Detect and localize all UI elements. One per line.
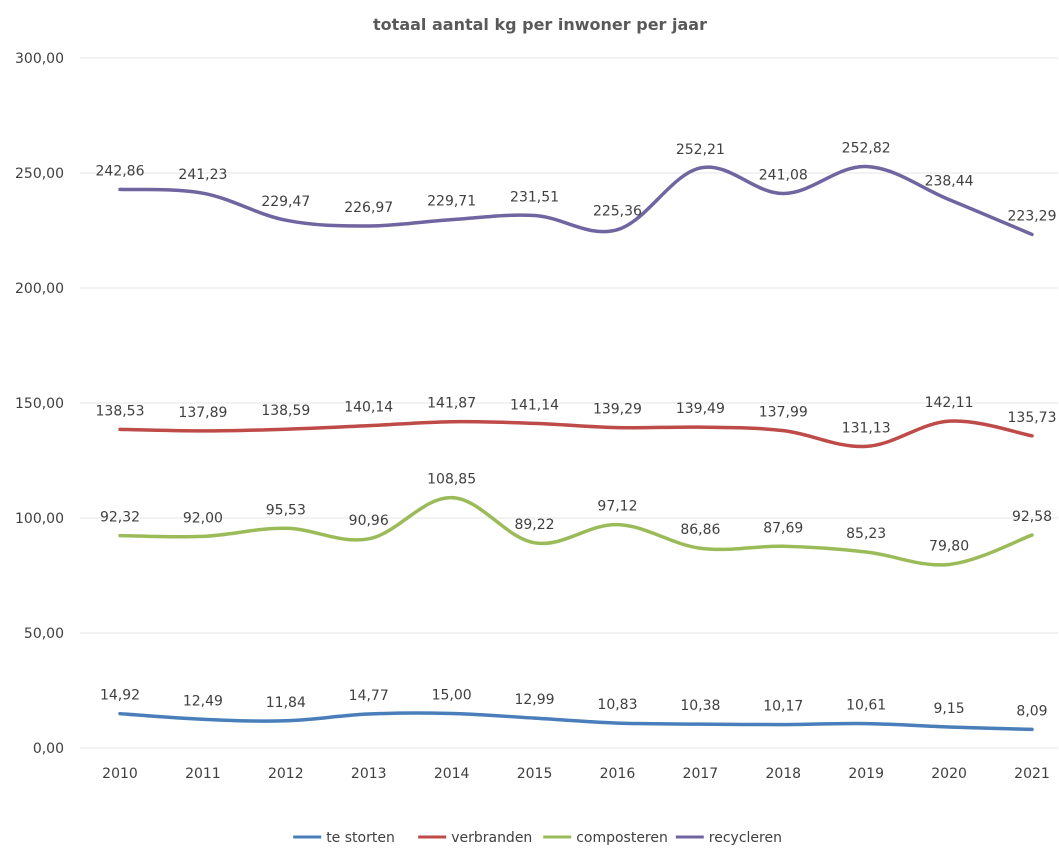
y-tick-label: 150,00 xyxy=(15,396,64,412)
data-label: 92,58 xyxy=(1012,509,1052,525)
y-tick-label: 250,00 xyxy=(15,166,64,182)
data-label: 229,47 xyxy=(261,194,310,210)
data-label: 14,92 xyxy=(100,688,140,704)
data-labels: 14,92 12,49 11,84 14,77 15,00 12,99 10,83 10,38… xyxy=(96,141,1057,720)
y-tick-label: 300,00 xyxy=(15,51,64,67)
data-label: 85,23 xyxy=(846,526,886,542)
data-label: 92,00 xyxy=(183,510,223,526)
data-label: 89,22 xyxy=(514,517,554,533)
data-label: 12,99 xyxy=(514,692,554,708)
x-tick-label: 2013 xyxy=(351,766,387,782)
y-tick-label: 100,00 xyxy=(15,511,64,527)
data-label: 92,32 xyxy=(100,510,140,526)
data-label: 139,49 xyxy=(676,401,725,417)
x-axis-ticks: 2010 2011 2012 2013 2014 2015 2016 2017 2018 2019… xyxy=(102,766,1050,782)
series-lines xyxy=(118,164,1034,732)
data-label: 14,77 xyxy=(349,688,389,704)
data-label: 10,17 xyxy=(763,699,803,715)
data-label: 138,53 xyxy=(96,403,145,419)
data-label: 10,83 xyxy=(597,697,637,713)
legend-item: recycleren xyxy=(675,830,782,846)
data-label: 12,49 xyxy=(183,693,223,709)
data-label: 142,11 xyxy=(925,395,974,411)
data-label: 97,12 xyxy=(597,499,637,515)
data-label: 242,86 xyxy=(96,163,145,179)
series-line-composteren xyxy=(118,495,1034,567)
data-label: 138,59 xyxy=(261,403,310,419)
gridlines xyxy=(80,57,1058,749)
data-label: 10,61 xyxy=(846,698,886,714)
data-label: 229,71 xyxy=(427,194,476,210)
data-label: 11,84 xyxy=(266,695,306,711)
data-label: 108,85 xyxy=(427,472,476,488)
x-tick-label: 2020 xyxy=(931,766,967,782)
data-label: 131,13 xyxy=(842,420,891,436)
x-tick-label: 2010 xyxy=(102,766,138,782)
data-label: 90,96 xyxy=(349,513,389,529)
data-label: 8,09 xyxy=(1016,703,1047,719)
data-label: 225,36 xyxy=(593,204,642,220)
x-tick-label: 2018 xyxy=(765,766,801,782)
legend-item: te storten xyxy=(293,830,395,846)
data-label: 140,14 xyxy=(344,400,393,416)
x-tick-label: 2015 xyxy=(517,766,553,782)
data-label: 223,29 xyxy=(1008,208,1057,224)
data-label: 95,53 xyxy=(266,502,306,518)
data-label: 86,86 xyxy=(680,522,720,538)
x-tick-label: 2016 xyxy=(600,766,636,782)
y-tick-label: 200,00 xyxy=(15,281,64,297)
x-tick-label: 2017 xyxy=(683,766,719,782)
data-label: 231,51 xyxy=(510,190,559,206)
data-label: 252,82 xyxy=(842,141,891,157)
data-label: 10,38 xyxy=(680,698,720,714)
x-tick-label: 2012 xyxy=(268,766,304,782)
x-tick-label: 2014 xyxy=(434,766,470,782)
data-label: 15,00 xyxy=(432,688,472,704)
series-line-verbranden xyxy=(118,419,1034,449)
series-line-te-storten xyxy=(118,711,1034,732)
data-label: 141,14 xyxy=(510,397,559,413)
data-label: 137,99 xyxy=(759,405,808,421)
y-tick-label: 0,00 xyxy=(33,741,64,757)
data-label: 137,89 xyxy=(178,405,227,421)
legend-label: te storten xyxy=(326,830,395,846)
data-label: 141,87 xyxy=(427,396,476,412)
data-label: 139,29 xyxy=(593,402,642,418)
x-tick-label: 2021 xyxy=(1014,766,1050,782)
y-axis-ticks: 0,00 50,00 100,00 150,00 200,00 250,00 300,00 xyxy=(15,51,64,757)
chart-title: totaal aantal kg per inwoner per jaar xyxy=(373,15,707,34)
data-label: 87,69 xyxy=(763,520,803,536)
data-label: 238,44 xyxy=(925,174,974,190)
data-label: 241,23 xyxy=(178,167,227,183)
x-tick-label: 2011 xyxy=(185,766,221,782)
data-label: 135,73 xyxy=(1008,410,1057,426)
legend: te storten verbranden composteren recyclere… xyxy=(293,830,782,846)
legend-label: verbranden xyxy=(451,830,532,846)
legend-item: composteren xyxy=(543,830,668,846)
legend-item: verbranden xyxy=(418,830,532,846)
data-label: 226,97 xyxy=(344,200,393,216)
legend-label: composteren xyxy=(576,830,668,846)
data-label: 9,15 xyxy=(934,701,965,717)
data-label: 79,80 xyxy=(929,538,969,554)
data-label: 252,21 xyxy=(676,142,725,158)
y-tick-label: 50,00 xyxy=(24,626,64,642)
x-tick-label: 2019 xyxy=(848,766,884,782)
series-line-recycleren xyxy=(118,164,1034,237)
legend-label: recycleren xyxy=(709,830,782,846)
data-label: 241,08 xyxy=(759,168,808,184)
